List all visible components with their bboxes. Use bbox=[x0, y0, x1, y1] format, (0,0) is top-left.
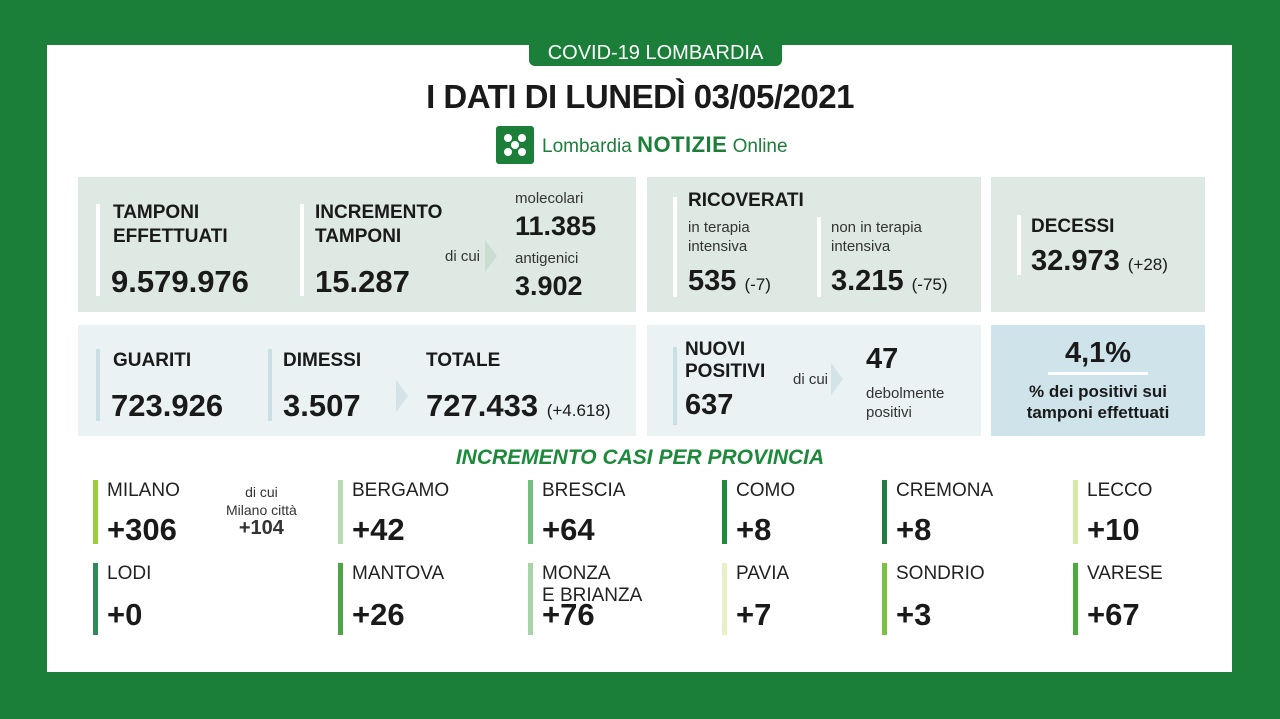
province-bar bbox=[722, 563, 727, 635]
province-varese: VARESE +67 bbox=[1073, 563, 1253, 635]
province-bar bbox=[1073, 563, 1078, 635]
province-bar bbox=[93, 480, 98, 544]
province-name: MONZA E BRIANZA bbox=[542, 563, 643, 606]
arrow-icon bbox=[396, 380, 408, 412]
province-bergamo: BERGAMO +42 bbox=[338, 480, 518, 550]
province-sondrio: SONDRIO +3 bbox=[882, 563, 1062, 635]
province-value: +76 bbox=[542, 597, 595, 632]
province-name: VARESE bbox=[1087, 563, 1163, 584]
province-name: BERGAMO bbox=[352, 480, 450, 501]
section-title: INCREMENTO CASI PER PROVINCIA bbox=[455, 446, 825, 469]
totale-value: 727.433 (+4.618) bbox=[426, 388, 611, 423]
province-pavia: PAVIA +7 bbox=[722, 563, 902, 635]
ricoverati-box: RICOVERATI in terapia intensiva 535 (-7) … bbox=[647, 177, 981, 312]
province-bar bbox=[882, 563, 887, 635]
province-value: +42 bbox=[352, 512, 405, 547]
header-tag: COVID-19 LOMBARDIA bbox=[529, 40, 782, 66]
dimessi-value: 3.507 bbox=[283, 388, 361, 423]
dimessi-label: DIMESSI bbox=[283, 350, 362, 371]
province-name: MILANO bbox=[107, 480, 180, 501]
ti-label: in terapia intensiva bbox=[688, 219, 750, 255]
nuovi-value: 637 bbox=[685, 389, 734, 421]
divider bbox=[1048, 372, 1148, 375]
province-como: COMO +8 bbox=[722, 480, 902, 550]
province-bar bbox=[338, 480, 343, 544]
province-name: MANTOVA bbox=[352, 563, 445, 584]
province-bar bbox=[338, 563, 343, 635]
province-mantova: MANTOVA +26 bbox=[338, 563, 518, 635]
nti-value: 3.215 (-75) bbox=[831, 265, 948, 297]
province-name: LECCO bbox=[1087, 480, 1153, 501]
logo-brand: NOTIZIE bbox=[637, 132, 728, 157]
province-value: +3 bbox=[896, 597, 932, 632]
province-brescia: BRESCIA +64 bbox=[528, 480, 708, 550]
guariti-box: GUARITI 723.926 DIMESSI 3.507 TOTALE 727… bbox=[78, 325, 636, 436]
di-cui-label: di cui bbox=[793, 371, 829, 388]
province-name: SONDRIO bbox=[896, 563, 985, 584]
arrow-icon bbox=[485, 240, 497, 272]
province-milano: MILANO +306 bbox=[93, 480, 273, 550]
province-bar bbox=[1073, 480, 1078, 544]
decessi-value: 32.973 (+28) bbox=[1031, 245, 1168, 277]
province-name: PAVIA bbox=[736, 563, 790, 584]
ti-value: 535 (-7) bbox=[688, 265, 771, 297]
di-cui-label: di cui bbox=[445, 248, 481, 265]
province-bar bbox=[722, 480, 727, 544]
antigenici-label: antigenici bbox=[515, 250, 579, 267]
antigenici-value: 3.902 bbox=[515, 271, 583, 301]
ricoverati-label: RICOVERATI bbox=[688, 190, 804, 211]
nuovi-positivi-box: NUOVI POSITIVI 637 di cui 47 debolmente po… bbox=[647, 325, 981, 436]
province-lodi: LODI +0 bbox=[93, 563, 273, 635]
percent-value: 4,1% bbox=[1064, 337, 1132, 369]
province-value: +8 bbox=[896, 512, 932, 547]
province-name: CREMONA bbox=[896, 480, 994, 501]
deboli-value: 47 bbox=[866, 343, 899, 375]
arrow-icon bbox=[831, 363, 843, 395]
province-bar bbox=[528, 563, 533, 635]
province-lecco: LECCO +10 bbox=[1073, 480, 1253, 550]
province-monza: MONZA E BRIANZA +76 bbox=[528, 563, 708, 635]
guariti-label: GUARITI bbox=[113, 350, 192, 371]
province-name: LODI bbox=[107, 563, 152, 584]
province-value: +64 bbox=[542, 512, 595, 547]
logo-online: Online bbox=[732, 136, 788, 157]
province-value: +306 bbox=[107, 512, 177, 547]
logo: Lombardia NOTIZIE Online bbox=[496, 126, 788, 164]
province-value: +7 bbox=[736, 597, 772, 632]
guariti-value: 723.926 bbox=[111, 388, 224, 423]
totale-label: TOTALE bbox=[426, 350, 501, 371]
tamponi-label: TAMPONI EFFETTUATI bbox=[113, 202, 228, 247]
nuovi-label: NUOVI POSITIVI bbox=[685, 339, 766, 382]
province-bar bbox=[882, 480, 887, 544]
logo-text: Lombardia bbox=[542, 136, 632, 157]
molecolari-value: 11.385 bbox=[515, 211, 597, 241]
province-name: BRESCIA bbox=[542, 480, 626, 501]
province-name: COMO bbox=[736, 480, 796, 501]
province-cremona: CREMONA +8 bbox=[882, 480, 1062, 550]
percent-label: % dei positivi sui tamponi effettuati bbox=[1026, 382, 1170, 422]
province-bar bbox=[528, 480, 533, 544]
decessi-label: DECESSI bbox=[1031, 216, 1115, 237]
percent-box: 4,1% % dei positivi sui tamponi effettuat… bbox=[991, 325, 1205, 436]
milano-citta: di cui Milano città +104 bbox=[226, 484, 297, 539]
nti-label: non in terapia intensiva bbox=[831, 219, 922, 255]
province-value: +26 bbox=[352, 597, 405, 632]
province-value: +8 bbox=[736, 512, 772, 547]
decessi-box: DECESSI 32.973 (+28) bbox=[991, 177, 1205, 312]
incremento-value: 15.287 bbox=[315, 264, 410, 299]
province-value: +0 bbox=[107, 597, 143, 632]
tamponi-value: 9.579.976 bbox=[111, 264, 249, 299]
province-value: +67 bbox=[1087, 597, 1140, 632]
lombardia-rose-icon bbox=[496, 126, 534, 164]
province-value: +10 bbox=[1087, 512, 1140, 547]
molecolari-label: molecolari bbox=[515, 190, 584, 207]
page-title: I DATI DI LUNEDÌ 03/05/2021 bbox=[426, 78, 854, 115]
province-bar bbox=[93, 563, 98, 635]
tamponi-box: TAMPONI EFFETTUATI 9.579.976 INCREMENTO TA… bbox=[78, 177, 636, 312]
deboli-label: debolmente positivi bbox=[866, 385, 945, 421]
incremento-label: INCREMENTO TAMPONI bbox=[315, 202, 443, 247]
